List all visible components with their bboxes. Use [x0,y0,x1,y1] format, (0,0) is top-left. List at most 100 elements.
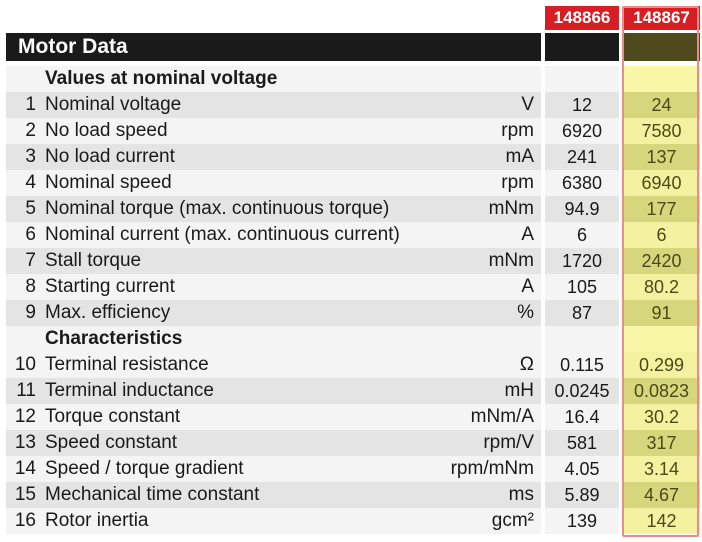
value-148867: 24 [651,95,672,115]
row-number: 8 [25,276,36,297]
value-148866: 6920 [561,121,603,141]
row-number: 7 [25,250,36,271]
parameter-label: Nominal torque (max. continuous torque) [45,198,390,219]
row-number: 2 [25,120,36,141]
parameter-unit: mNm [488,198,534,219]
value-148866: 6 [576,225,587,245]
row-number: 11 [16,380,36,401]
parameter-unit: mNm/A [470,406,534,427]
parameter-unit: rpm/mNm [450,458,534,479]
parameter-unit: % [517,302,534,323]
value-148867: 80.2 [643,277,680,297]
row-number: 10 [14,354,36,375]
section-title: Values at nominal voltage [45,68,278,89]
row-number: 4 [25,172,36,193]
parameter-label: Speed constant [45,432,178,453]
table-row: 8 Starting current A 105 80.2 [0,274,702,300]
row-number: 13 [14,432,36,453]
parameter-label: Starting current [45,276,175,297]
table-row: 12 Torque constant mNm/A 16.4 30.2 [0,404,702,430]
value-148866: 241 [566,147,598,167]
table-row: 14 Speed / torque gradient rpm/mNm 4.05 3.14 [0,456,702,482]
value-148866: 94.9 [564,199,600,219]
table-row: 16 Rotor inertia gcm² 139 142 [0,508,702,534]
product-number-148866: 148866 [545,6,619,30]
value-148867: 6940 [641,173,682,193]
parameter-label: Nominal voltage [45,94,182,115]
parameter-unit: mNm [488,250,534,271]
value-148867: 6 [656,225,667,245]
value-148866: 16.4 [564,407,600,427]
table-row: 3 No load current mA 241 137 [0,144,702,170]
value-148866: 4.05 [564,459,600,479]
row-number: 5 [25,198,36,219]
parameter-unit: rpm/V [483,432,534,453]
value-148866: 5.89 [564,485,600,505]
table-row: 2 No load speed rpm 6920 7580 [0,118,702,144]
parameter-unit: A [521,276,534,297]
value-148866: 12 [571,95,593,115]
title-cell-column-2 [623,33,700,61]
row-number: 6 [25,224,36,245]
table-row: 5 Nominal torque (max. continuous torque)… [0,196,702,222]
value-148867: 4.67 [643,485,680,505]
parameter-unit: mH [504,380,534,401]
parameter-label: Torque constant [45,406,181,427]
table-row: 9 Max. efficiency% 87 91 [0,300,702,326]
row-number: 14 [14,458,36,479]
parameter-unit: ms [508,484,534,505]
section-header-row: Characteristics [0,326,702,352]
row-number: 9 [25,302,36,323]
parameter-unit: V [521,94,534,115]
table-row: 6 Nominal current (max. continuous curren… [0,222,702,248]
parameter-unit: Ω [519,354,534,375]
parameter-label: Nominal speed [45,172,172,193]
parameter-label: No load speed [45,120,168,141]
table-row: 15 Mechanical time constant ms 5.89 4.67 [0,482,702,508]
motor-data-table: Values at nominal voltage 1 Nominal voltag… [0,66,702,534]
value-148867: 317 [646,433,677,453]
title-bar: Motor Data [6,33,541,61]
row-number: 15 [14,484,36,505]
value-148867: 30.2 [643,407,680,427]
product-number-header: 148866 148867 [0,6,702,30]
value-148866: 105 [566,277,598,297]
value-148867: 91 [651,303,672,323]
row-number: 12 [14,406,36,427]
parameter-label: Terminal inductance [45,380,214,401]
parameter-label: Nominal current (max. continuous current… [45,224,400,245]
value-148866: 1720 [561,251,603,271]
parameter-unit: gcm² [491,510,534,531]
value-148866: 581 [566,433,598,453]
row-number: 16 [14,510,36,531]
table-title: Motor Data [18,35,128,58]
table-row: 11 Terminal inductance mH 0.0245 0.0823 [0,378,702,404]
value-148866: 87 [571,303,593,323]
parameter-label: No load current [45,146,175,167]
section-title: Characteristics [45,328,183,349]
product-number-148867: 148867 [623,6,700,30]
value-148867: 7580 [641,121,682,141]
parameter-unit: mA [505,146,535,167]
value-148867: 0.0823 [633,381,690,401]
parameter-label: Speed / torque gradient [45,458,244,479]
value-148866: 0.0245 [554,381,610,401]
value-148867: 3.14 [643,459,680,479]
title-cell-column-1 [545,33,619,61]
table-row: 1 Nominal voltage V 12 24 [0,92,702,118]
row-number: 1 [25,94,36,115]
value-148866: 0.115 [560,355,604,375]
value-148867: 142 [646,511,677,531]
parameter-label: Terminal resistance [45,354,209,375]
value-148867: 137 [646,147,677,167]
parameter-unit: rpm [501,172,534,193]
table-row: 13 Speed constant rpm/V 581 317 [0,430,702,456]
value-148866: 6380 [561,173,603,193]
parameter-label: Stall torque [45,250,142,271]
table-row: 7 Stall torque mNm 1720 2420 [0,248,702,274]
parameter-label: Rotor inertia [45,510,149,531]
value-148867: 0.299 [638,355,685,375]
section-header-row: Values at nominal voltage [0,66,702,92]
table-row: 10 Terminal resistance Ω 0.115 0.299 [0,352,702,378]
parameter-unit: A [521,224,534,245]
